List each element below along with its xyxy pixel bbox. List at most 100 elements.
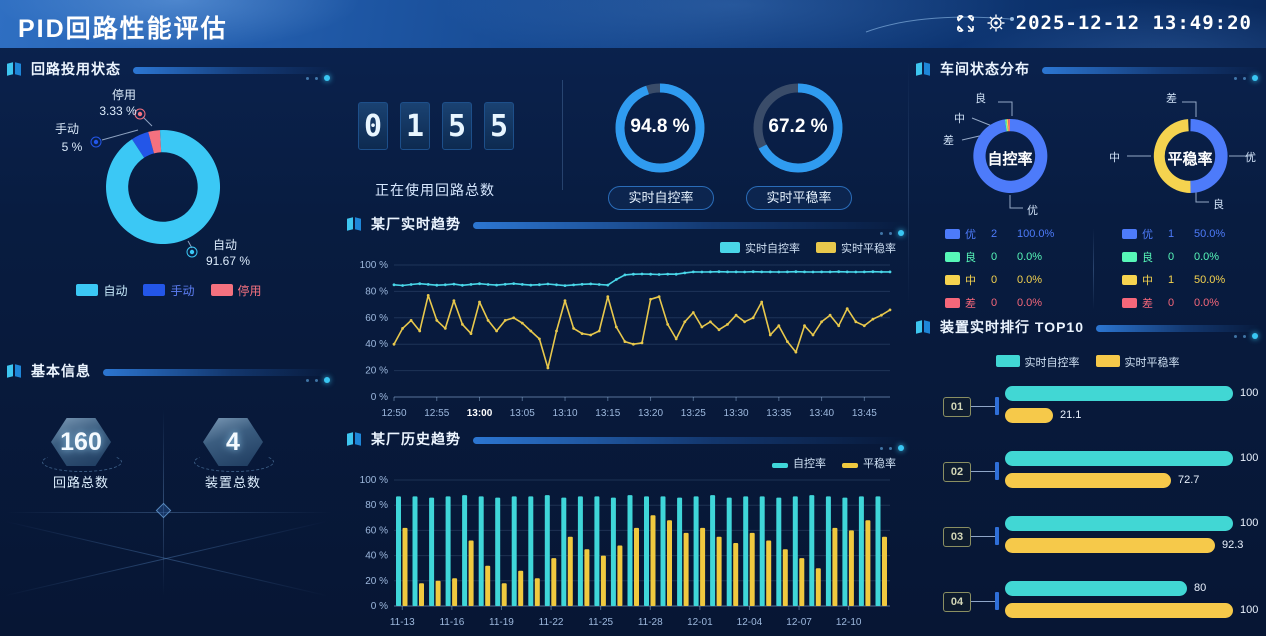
autocontrol-gauge — [615, 83, 705, 173]
bar-平稳率 — [848, 530, 854, 606]
status-label: 优 — [1142, 229, 1153, 241]
section-title: 某厂历史趋势 — [371, 431, 461, 447]
bar-自控率 — [594, 496, 600, 606]
column-divider — [908, 62, 909, 307]
bar-平稳率 — [617, 545, 623, 606]
decor-dots — [306, 75, 330, 81]
status-count: 0 — [991, 274, 998, 286]
legend-item-自控率[interactable]: 自控率 — [772, 455, 826, 471]
autocontrol-bar-value: 100 — [1240, 452, 1259, 464]
ranking-row: 02 100 72.7 — [915, 450, 1260, 494]
autocontrol-bar — [1005, 515, 1233, 531]
svg-text:20 %: 20 % — [365, 366, 388, 377]
counter-label: 正在使用回路总数 — [375, 182, 495, 198]
rank-badge: 03 — [943, 527, 971, 547]
rank-connector — [971, 536, 995, 537]
stability-bar-wrap: 21.1 — [1005, 407, 1081, 423]
device-total-label: 装置总数 — [204, 475, 261, 490]
legend-item-自动[interactable]: 自动 — [76, 282, 127, 299]
bar-平稳率 — [501, 583, 507, 606]
callout-label: 差 — [1166, 93, 1177, 105]
ranking-row: 04 80 100 — [915, 580, 1260, 624]
datetime-display: 2025-12-12 13:49:20 — [1015, 12, 1252, 34]
legend-item-实时平稳率[interactable]: 实时平稳率 — [816, 240, 896, 256]
legend-swatch — [842, 463, 858, 468]
svg-text:12-01: 12-01 — [687, 617, 713, 628]
bar-平稳率 — [882, 536, 887, 606]
legend-item-实时平稳率[interactable]: 实时平稳率 — [1095, 354, 1180, 370]
bar-平稳率 — [567, 536, 573, 606]
section-title: 某厂实时趋势 — [371, 216, 461, 232]
section-title: 基本信息 — [31, 363, 91, 379]
autocontrol-gauge-label: 实时自控率 — [608, 186, 714, 210]
panel-workshop-status: 车间状态分布 良 中 差 优 自控率 差 中 优 — [915, 58, 1260, 314]
fullscreen-icon[interactable] — [956, 13, 976, 33]
legend-item-平稳率[interactable]: 平稳率 — [842, 455, 896, 471]
stability-gauge — [753, 83, 843, 173]
bar-自控率 — [478, 496, 484, 606]
stability-bar — [1005, 472, 1171, 488]
stability-status-table: 优 1 50.0% 良 0 0.0% 中 1 50.0% 差 0 0.0% — [1122, 226, 1248, 311]
bar-平稳率 — [683, 532, 689, 606]
legend-item-实时自控率[interactable]: 实时自控率 — [720, 240, 800, 256]
svg-text:11-22: 11-22 — [539, 617, 564, 628]
rank-axis-tick — [995, 397, 999, 415]
bar-自控率 — [644, 496, 649, 606]
donut-slice-停用 — [148, 130, 162, 154]
svg-text:60 %: 60 % — [365, 525, 388, 536]
legend-swatch — [143, 284, 166, 296]
callout-label: 差 — [943, 135, 954, 147]
bar-平稳率 — [799, 558, 805, 606]
autocontrol-distribution-donut — [961, 101, 1048, 209]
rank-axis-tick — [995, 462, 999, 480]
status-swatch — [945, 298, 960, 308]
stability-bar-value: 21.1 — [1060, 409, 1082, 421]
bar-自控率 — [495, 497, 501, 606]
svg-text:13:45: 13:45 — [852, 408, 877, 419]
badge-base-decoration — [42, 452, 122, 472]
donut-slice-中 — [1006, 119, 1009, 132]
legend-item-停用[interactable]: 停用 — [210, 282, 262, 299]
gear-icon[interactable] — [986, 13, 1006, 33]
bar-自控率 — [429, 497, 435, 606]
bar-自控率 — [561, 497, 567, 606]
legend-item-实时自控率[interactable]: 实时自控率 — [995, 354, 1080, 370]
counter-digit: 5 — [442, 102, 472, 150]
section-title: 回路投用状态 — [31, 61, 121, 77]
loop-status-legend: 自动 手动 停用 — [6, 282, 332, 299]
autocontrol-bar — [1005, 385, 1233, 401]
bar-平稳率 — [468, 540, 474, 606]
bar-自控率 — [660, 496, 666, 606]
svg-text:12-10: 12-10 — [836, 617, 862, 628]
stability-bar-wrap: 100 — [1005, 602, 1258, 618]
svg-text:13:30: 13:30 — [724, 408, 749, 419]
legend-swatch — [76, 284, 99, 296]
bar-平稳率 — [551, 558, 557, 606]
legend-item-手动[interactable]: 手动 — [143, 282, 195, 299]
status-label: 良 — [965, 252, 976, 264]
status-label: 中 — [965, 275, 976, 287]
autocontrol-status-table: 优 2 100.0% 良 0 0.0% 中 0 0.0% 差 0 0.0% — [945, 226, 1071, 311]
bar-自控率 — [528, 496, 534, 606]
callout-value: 91.67 % — [205, 254, 251, 268]
status-count: 0 — [1168, 297, 1175, 309]
autocontrol-bar-value: 100 — [1240, 387, 1259, 399]
stability-distribution-donut — [1127, 101, 1253, 203]
bar-自控率 — [809, 495, 815, 606]
bar-平稳率 — [600, 555, 606, 606]
status-swatch — [1122, 275, 1137, 285]
bar-自控率 — [858, 496, 864, 606]
callout-label: 自动 — [212, 238, 237, 252]
bar-平稳率 — [700, 527, 706, 606]
realtime-trend-legend: 实时自控率 实时平稳率 — [720, 240, 896, 256]
callout-leader-lines — [1127, 101, 1253, 203]
bar-平稳率 — [782, 549, 788, 606]
app-header: PID回路性能评估 — [0, 0, 1266, 48]
svg-text:13:20: 13:20 — [638, 408, 663, 419]
autocontrol-gauge-value: 94.8 % — [630, 116, 690, 137]
bar-平稳率 — [634, 527, 639, 606]
legend-swatch — [772, 463, 788, 468]
bar-平稳率 — [584, 549, 590, 606]
